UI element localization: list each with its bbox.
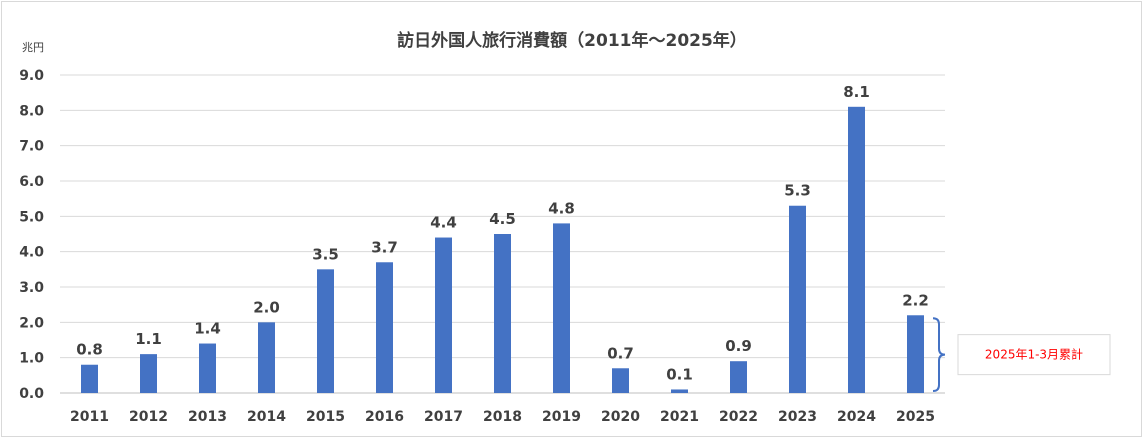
y-tick-label: 1.0 — [19, 351, 44, 367]
bar — [258, 322, 275, 393]
data-label: 0.1 — [666, 365, 693, 383]
y-axis-unit-label: 兆円 — [22, 41, 44, 54]
y-axis-ticks: 0.0 1.0 2.0 3.0 4.0 5.0 6.0 7.0 8.0 9.0 — [19, 68, 44, 402]
y-tick-label: 8.0 — [19, 103, 44, 119]
x-tick-label: 2024 — [837, 409, 876, 425]
data-label: 2.2 — [902, 291, 929, 309]
x-tick-label: 2012 — [129, 409, 168, 425]
x-tick-label: 2023 — [778, 409, 817, 425]
x-tick-label: 2013 — [188, 409, 227, 425]
annotation-text: 2025年1-3月累計 — [985, 347, 1083, 362]
data-label: 1.1 — [135, 330, 162, 348]
bars — [81, 106, 924, 394]
x-tick-label: 2016 — [365, 409, 404, 425]
data-label: 0.7 — [607, 344, 634, 362]
data-label: 0.9 — [725, 337, 752, 355]
annotation-box — [957, 334, 1111, 376]
x-tick-label: 2011 — [70, 409, 109, 425]
x-tick-label: 2025 — [896, 409, 935, 425]
y-tick-label: 2.0 — [19, 315, 44, 331]
data-label: 5.3 — [784, 182, 811, 200]
bar — [494, 234, 511, 393]
data-label: 8.1 — [843, 83, 870, 101]
bar — [140, 354, 157, 393]
y-tick-label: 0.0 — [19, 386, 44, 402]
bar — [376, 262, 393, 393]
y-tick-label: 6.0 — [19, 174, 44, 190]
bar — [730, 361, 747, 393]
data-label: 3.7 — [371, 238, 398, 256]
x-axis-ticks: 2011 2012 2013 2014 2015 2016 2017 2018 2019 2020… — [70, 409, 935, 425]
y-tick-label: 3.0 — [19, 280, 44, 296]
data-labels: 0.8 1.1 1.4 2.0 3.5 3.7 4.4 4.5 4.8 0.7 0.1 0.9 5.3 8… — [76, 83, 929, 384]
y-tick-label: 9.0 — [19, 68, 44, 84]
x-tick-label: 2020 — [601, 409, 640, 425]
y-tick-label: 5.0 — [19, 209, 44, 225]
data-label: 1.4 — [194, 320, 221, 338]
chart-title: 訪日外国人旅行消費額（2011年～2025年） — [397, 30, 747, 51]
x-tick-label: 2019 — [542, 409, 581, 425]
bar — [848, 106, 865, 394]
x-tick-label: 2017 — [424, 409, 463, 425]
x-tick-label: 2015 — [306, 409, 345, 425]
data-label: 4.4 — [430, 214, 457, 232]
annotation: 2025年1-3月累計 — [932, 317, 1111, 392]
bar — [81, 364, 98, 393]
x-tick-label: 2021 — [660, 409, 699, 425]
bar — [671, 389, 688, 393]
y-tick-label: 7.0 — [19, 139, 44, 155]
data-label: 2.0 — [253, 298, 280, 316]
annotation-brace — [932, 317, 946, 392]
bar — [435, 237, 452, 393]
x-tick-label: 2018 — [483, 409, 522, 425]
data-label: 0.8 — [76, 341, 103, 359]
bar — [612, 368, 629, 393]
data-label: 4.8 — [548, 199, 575, 217]
x-tick-label: 2022 — [719, 409, 758, 425]
bar — [199, 343, 216, 393]
data-label: 4.5 — [489, 210, 516, 228]
bar — [789, 205, 806, 393]
bar — [317, 269, 334, 393]
y-tick-label: 4.0 — [19, 245, 44, 261]
bar — [553, 223, 570, 393]
bar — [907, 315, 924, 393]
x-tick-label: 2014 — [247, 409, 286, 425]
data-label: 3.5 — [312, 245, 339, 263]
